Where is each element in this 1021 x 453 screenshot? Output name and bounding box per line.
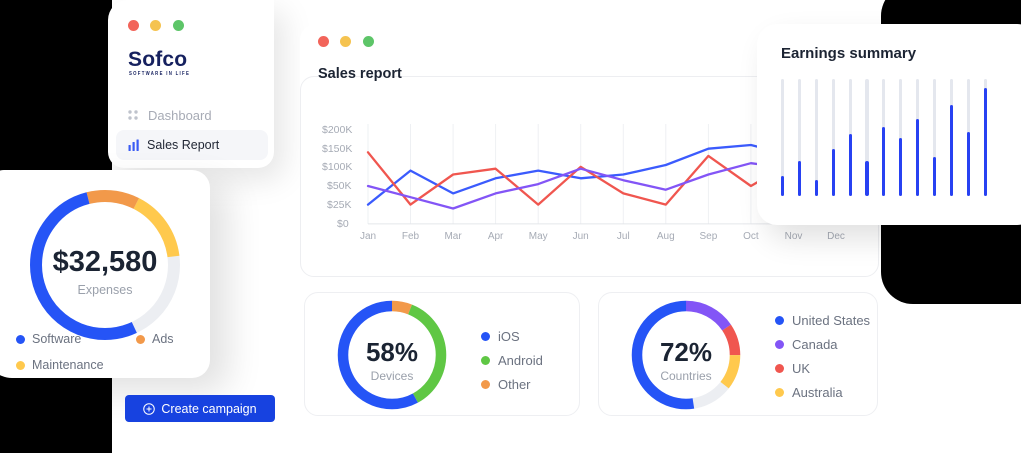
svg-text:Nov: Nov	[785, 231, 803, 242]
svg-text:Countries: Countries	[660, 369, 711, 383]
svg-text:Jul: Jul	[617, 231, 630, 242]
svg-text:$32,580: $32,580	[53, 246, 158, 278]
svg-text:Jun: Jun	[573, 231, 589, 242]
svg-text:58%: 58%	[366, 337, 418, 367]
svg-text:Devices: Devices	[371, 369, 414, 383]
svg-text:Feb: Feb	[402, 231, 420, 242]
svg-text:$200K: $200K	[322, 124, 352, 136]
svg-text:Sep: Sep	[700, 231, 718, 242]
svg-text:May: May	[529, 231, 548, 242]
svg-text:Mar: Mar	[444, 231, 462, 242]
svg-text:Dec: Dec	[827, 231, 845, 242]
svg-text:$50K: $50K	[327, 180, 352, 192]
svg-text:$150K: $150K	[322, 143, 352, 155]
svg-text:$100K: $100K	[322, 161, 352, 173]
svg-text:$0: $0	[337, 218, 349, 230]
svg-text:Aug: Aug	[657, 231, 675, 242]
svg-text:Jan: Jan	[360, 231, 376, 242]
svg-text:$25K: $25K	[327, 199, 352, 211]
svg-text:72%: 72%	[660, 337, 712, 367]
svg-text:Oct: Oct	[743, 231, 759, 242]
svg-text:Apr: Apr	[488, 231, 504, 242]
svg-text:Expenses: Expenses	[78, 283, 133, 297]
